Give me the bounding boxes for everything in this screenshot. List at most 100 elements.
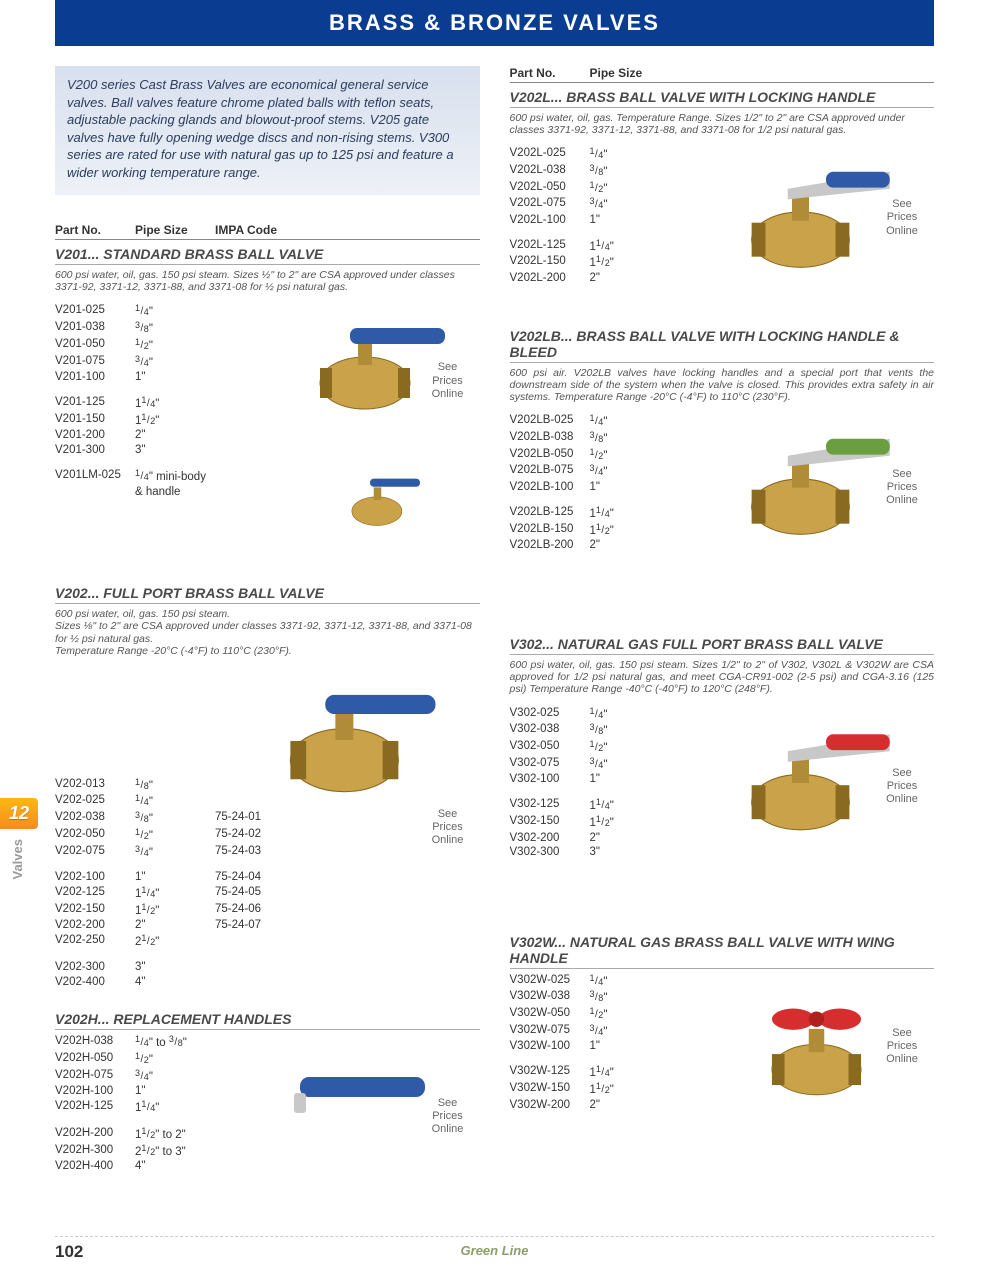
cell-size: 2" [590, 538, 670, 553]
price-note: See Prices Online [424, 1097, 472, 1137]
cell-part: V202-038 [55, 810, 135, 827]
cell-part: V201-150 [55, 412, 135, 429]
cell-size: 11/4" [135, 885, 215, 902]
v302w-title: V302W... NATURAL GAS BRASS BALL VALVE WI… [510, 934, 935, 969]
v202lb-block: V202LB-0251/4"V202LB-0383/8"V202LB-0501/… [510, 413, 935, 578]
cell-part: V302-150 [510, 814, 590, 831]
table-row: V202LB-0251/4" [510, 413, 670, 430]
price-note: See Prices Online [424, 362, 472, 402]
cell-impa: 75-24-05 [215, 885, 285, 902]
table-row: V202-25021/2" [55, 933, 285, 950]
table-row: V302W-12511/4" [510, 1064, 670, 1081]
cell-part: V202LB-038 [510, 430, 590, 447]
cell-part: V202L-200 [510, 271, 590, 286]
cell-part: V202L-050 [510, 180, 590, 197]
right-column: Part No. Pipe Size V202L... BRASS BALL V… [510, 66, 935, 1206]
cell-part: V302-125 [510, 797, 590, 814]
cell-size: 11/2" [590, 522, 670, 539]
cell-impa: 75-24-02 [215, 827, 285, 844]
cell-size: 1/4" [135, 303, 215, 320]
table-row: V201-2002" [55, 428, 215, 443]
table-row: V202L-12511/4" [510, 238, 670, 255]
v202l-title: V202L... BRASS BALL VALVE WITH LOCKING H… [510, 89, 935, 108]
valve-image-v202h [280, 1049, 440, 1129]
cell-size: 1/2" [590, 739, 670, 756]
cell-size: 11/2" [590, 254, 670, 271]
cell-part: V201-025 [55, 303, 135, 320]
cell-size: 1" [135, 870, 215, 885]
cell-size: 11/4" [135, 1099, 215, 1116]
cell-size: 11/2" [590, 1081, 670, 1098]
table-row: V201-0501/2" [55, 337, 215, 354]
table-row: V302-2002" [510, 831, 670, 846]
cell-size: 3/4" [590, 756, 670, 773]
v202-block: V202-0131/8"V202-0251/4"V202-0383/8"75-2… [55, 667, 480, 990]
v202-title: V202... FULL PORT BRASS BALL VALVE [55, 585, 480, 604]
cell-size: 2" [135, 428, 215, 443]
cell-part: V202-300 [55, 960, 135, 975]
cell-size: 4" [135, 1159, 215, 1174]
cell-size: 3/8" [590, 722, 670, 739]
cell-part: V302W-038 [510, 989, 590, 1006]
cell-size: 3/4" [135, 354, 215, 371]
cell-part: V302W-050 [510, 1006, 590, 1023]
cell-part: V302W-075 [510, 1023, 590, 1040]
side-tab: 12 Valves [0, 798, 38, 884]
table-row: V202H-30021/2" to 3" [55, 1143, 215, 1160]
intro-text: V200 series Cast Brass Valves are econom… [55, 66, 480, 195]
cell-size: 11/2" [135, 412, 215, 429]
table-row: V302-0251/4" [510, 706, 670, 723]
cell-size: 3" [135, 443, 215, 458]
table-row: V202L-0753/4" [510, 196, 670, 213]
cell-part: V302-300 [510, 845, 590, 860]
cell-part: V202-150 [55, 902, 135, 919]
cell-part: V202L-125 [510, 238, 590, 255]
cell-part: V202LB-200 [510, 538, 590, 553]
cell-part: V202-200 [55, 918, 135, 933]
price-note: See Prices Online [878, 198, 926, 238]
table-row: V302-1001" [510, 772, 670, 787]
cell-size: 1/2" [590, 180, 670, 197]
cell-part: V201-075 [55, 354, 135, 371]
table-row: V202-4004" [55, 975, 285, 990]
cell-size: 3" [590, 845, 670, 860]
table-row: V202-15011/2"75-24-06 [55, 902, 285, 919]
price-note: See Prices Online [878, 767, 926, 807]
v302-table: V302-0251/4"V302-0383/8"V302-0501/2"V302… [510, 706, 670, 886]
cell-size: 1/2" [135, 827, 215, 844]
cell-part: V202L-038 [510, 163, 590, 180]
hdr-impa: IMPA Code [215, 223, 480, 237]
cell-part: V202H-125 [55, 1099, 135, 1116]
cell-part: V202L-150 [510, 254, 590, 271]
cell-size: 1/4" [590, 973, 670, 990]
table-row: V202L-0501/2" [510, 180, 670, 197]
v202h-table: V202H-0381/4" to 3/8"V202H-0501/2"V202H-… [55, 1034, 215, 1184]
table-row: V302-15011/2" [510, 814, 670, 831]
v302-desc: 600 psi water, oil, gas. 150 psi steam. … [510, 659, 935, 695]
cell-size: 11/4" [590, 1064, 670, 1081]
cell-size: 1/2" [135, 1051, 215, 1068]
v202h-block: V202H-0381/4" to 3/8"V202H-0501/2"V202H-… [55, 1034, 480, 1184]
table-row: V201LM-0251/4" mini-body & handle [55, 468, 215, 499]
cell-size: 2" [590, 831, 670, 846]
cell-size: 3/4" [590, 463, 670, 480]
table-row: V302-0753/4" [510, 756, 670, 773]
v302-block: V302-0251/4"V302-0383/8"V302-0501/2"V302… [510, 706, 935, 886]
table-row: V202LB-0501/2" [510, 447, 670, 464]
table-row: V201-0753/4" [55, 354, 215, 371]
table-row: V202L-0383/8" [510, 163, 670, 180]
v202l-block: V202L-0251/4"V202L-0383/8"V202L-0501/2"V… [510, 146, 935, 306]
cell-impa [215, 960, 285, 975]
cell-part: V202H-075 [55, 1068, 135, 1085]
cell-part: V202-013 [55, 777, 135, 794]
cell-part: V202LB-075 [510, 463, 590, 480]
cell-size: 11/2" [590, 814, 670, 831]
cell-impa: 75-24-07 [215, 918, 285, 933]
cell-size: 4" [135, 975, 215, 990]
cell-part: V202-075 [55, 844, 135, 861]
table-row: V202H-0753/4" [55, 1068, 215, 1085]
table-row: V202LB-15011/2" [510, 522, 670, 539]
cell-part: V202H-050 [55, 1051, 135, 1068]
cell-size: 1" [590, 480, 670, 495]
cell-size: 3/4" [135, 844, 215, 861]
